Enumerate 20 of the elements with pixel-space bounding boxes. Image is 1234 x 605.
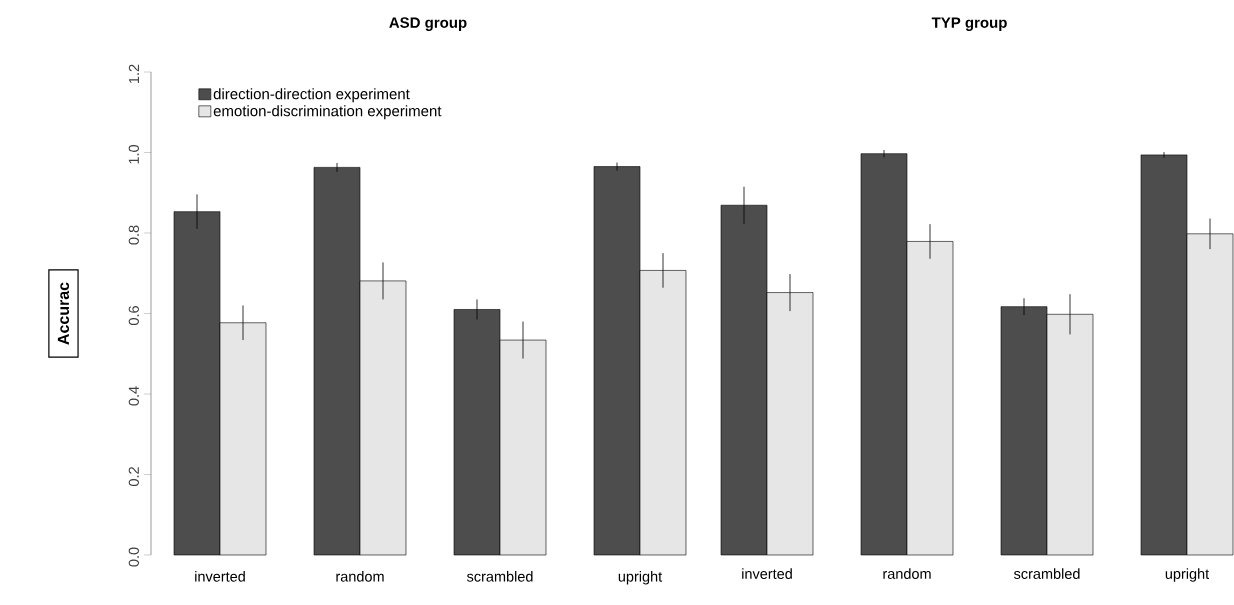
- y-tick-label: 0.2: [128, 467, 139, 487]
- x-tick-label: inverted: [742, 568, 792, 579]
- x-tick-label: upright: [1165, 568, 1210, 582]
- y-tick-label: 0.4: [128, 386, 139, 406]
- chart-title: ASD group: [389, 17, 467, 31]
- x-tick-label: scrambled: [466, 571, 533, 582]
- x-tick-label: random: [336, 571, 384, 582]
- legend-label: direction-direction experiment: [213, 88, 410, 103]
- y-tick-label: 0.0: [128, 547, 139, 567]
- y-axis-title: Accurac: [57, 282, 70, 345]
- y-tick-label: 1.2: [128, 64, 139, 83]
- chart-title: TYP group: [931, 17, 1007, 31]
- x-tick-label: scrambled: [1013, 568, 1080, 579]
- y-tick-label: 0.6: [128, 306, 139, 326]
- x-tick-label: upright: [618, 571, 663, 585]
- y-tick-label: 0.8: [128, 225, 139, 245]
- y-tick-label: 1.0: [128, 144, 139, 164]
- x-tick-label: random: [883, 568, 931, 579]
- legend-label: emotion-discrimination experiment: [213, 105, 442, 120]
- x-tick-label: inverted: [195, 571, 245, 582]
